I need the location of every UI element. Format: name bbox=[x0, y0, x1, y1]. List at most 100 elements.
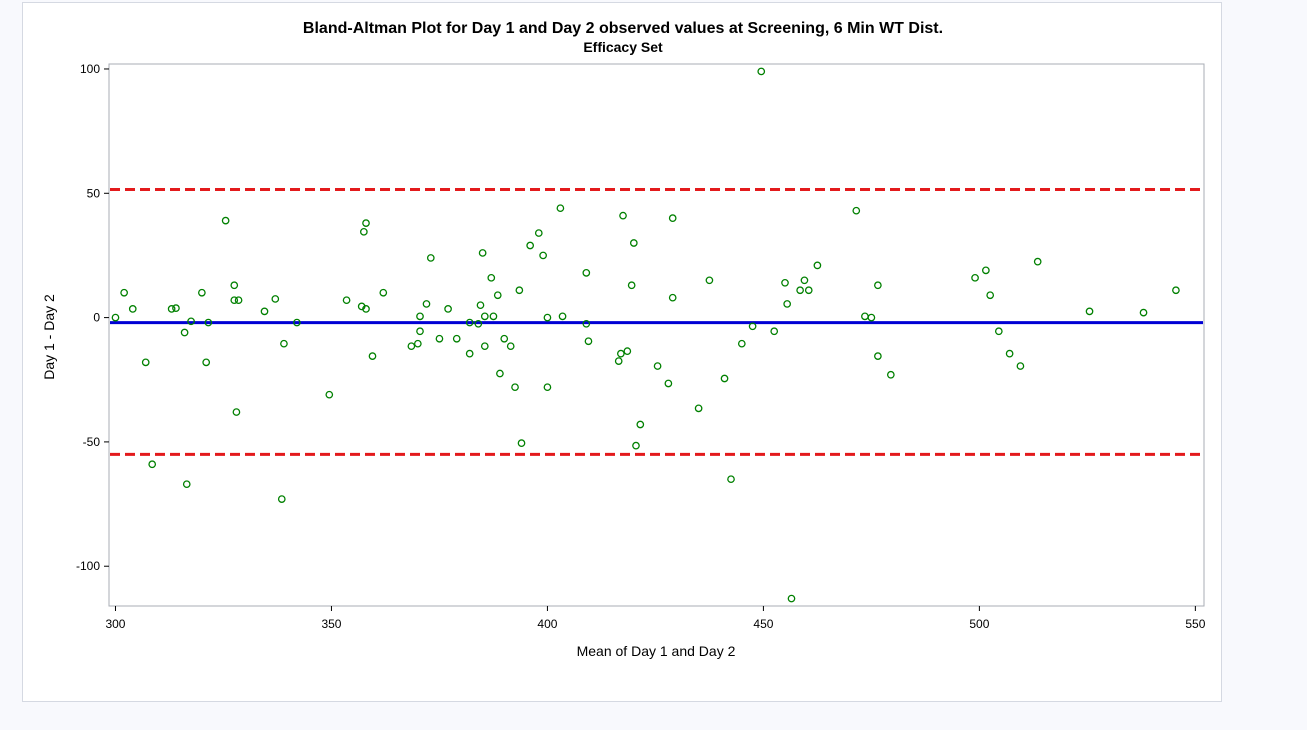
data-point bbox=[720, 374, 729, 383]
data-point bbox=[614, 357, 623, 365]
data-point bbox=[994, 327, 1003, 336]
data-point bbox=[986, 291, 995, 300]
bland-altman-chart: Bland-Altman Plot for Day 1 and Day 2 ob… bbox=[41, 20, 1206, 659]
data-point bbox=[629, 239, 638, 247]
data-point bbox=[874, 352, 882, 360]
data-point bbox=[480, 342, 489, 351]
reference-lines bbox=[110, 188, 1203, 456]
chart-frame: Bland-Altman Plot for Day 1 and Day 2 ob… bbox=[22, 2, 1222, 702]
data-point bbox=[496, 369, 504, 378]
y-tick-label: -100 bbox=[76, 559, 100, 573]
data-point bbox=[362, 219, 370, 227]
data-point bbox=[727, 475, 735, 484]
x-axis-label: Mean of Day 1 and Day 2 bbox=[577, 643, 736, 659]
data-point bbox=[271, 295, 280, 303]
data-point bbox=[737, 339, 746, 348]
data-point bbox=[584, 337, 593, 346]
data-point bbox=[221, 216, 230, 225]
data-point bbox=[182, 480, 191, 489]
chart-title: Bland-Altman Plot for Day 1 and Day 2 ob… bbox=[303, 20, 943, 37]
data-point bbox=[558, 312, 567, 321]
data-point bbox=[694, 404, 703, 413]
data-points bbox=[111, 67, 1180, 603]
data-point bbox=[360, 227, 368, 236]
data-point bbox=[128, 305, 137, 313]
data-point bbox=[796, 286, 804, 295]
plot-area bbox=[108, 63, 1205, 607]
data-point bbox=[617, 349, 625, 358]
data-point bbox=[478, 249, 487, 257]
x-tick-label: 300 bbox=[105, 617, 125, 631]
data-point bbox=[474, 319, 483, 328]
data-point bbox=[413, 339, 422, 348]
data-point bbox=[787, 594, 796, 603]
data-point bbox=[517, 439, 526, 448]
data-point bbox=[416, 327, 424, 336]
data-point bbox=[748, 322, 757, 331]
data-point bbox=[582, 319, 591, 328]
data-point bbox=[325, 390, 334, 399]
data-point bbox=[1172, 286, 1180, 295]
data-point bbox=[435, 334, 444, 343]
data-point bbox=[234, 296, 243, 305]
data-point bbox=[280, 339, 288, 348]
data-point bbox=[506, 342, 515, 351]
data-point bbox=[120, 288, 128, 297]
data-point bbox=[1085, 307, 1094, 316]
x-tick-label: 500 bbox=[969, 617, 989, 631]
data-point bbox=[1005, 349, 1014, 358]
data-point bbox=[1033, 257, 1042, 266]
data-point bbox=[781, 278, 789, 287]
data-point bbox=[757, 67, 766, 76]
data-point bbox=[465, 349, 474, 358]
data-point bbox=[260, 307, 269, 316]
data-point bbox=[627, 281, 636, 290]
data-point bbox=[813, 261, 822, 270]
data-point bbox=[489, 312, 498, 321]
x-tick-label: 350 bbox=[321, 617, 341, 631]
data-point bbox=[148, 460, 157, 469]
data-point bbox=[556, 204, 565, 213]
data-point bbox=[636, 420, 645, 429]
data-point bbox=[422, 300, 431, 308]
y-axis: 100 50 0 -50 -100 bbox=[76, 62, 109, 573]
data-point bbox=[543, 383, 552, 392]
data-point bbox=[804, 286, 813, 295]
data-point bbox=[852, 206, 861, 215]
data-point bbox=[172, 304, 180, 312]
data-point bbox=[277, 495, 286, 503]
data-point bbox=[342, 296, 351, 305]
data-point bbox=[664, 379, 673, 388]
data-point bbox=[416, 312, 424, 321]
x-tick-label: 550 bbox=[1185, 617, 1205, 631]
data-point bbox=[480, 312, 489, 321]
data-point bbox=[623, 347, 632, 356]
data-point bbox=[515, 286, 524, 295]
data-point bbox=[230, 281, 239, 290]
data-point bbox=[886, 370, 895, 379]
data-point bbox=[632, 441, 640, 450]
data-point bbox=[202, 358, 211, 367]
data-point bbox=[971, 273, 979, 282]
y-tick-label: 50 bbox=[87, 186, 101, 200]
data-point bbox=[1016, 362, 1025, 370]
data-point bbox=[800, 276, 809, 285]
data-point bbox=[511, 383, 519, 392]
data-point bbox=[362, 305, 370, 313]
y-tick-label: 0 bbox=[93, 311, 100, 325]
data-point bbox=[426, 254, 435, 262]
x-tick-label: 450 bbox=[753, 617, 773, 631]
data-point bbox=[230, 296, 239, 305]
x-tick-label: 400 bbox=[537, 617, 557, 631]
data-point bbox=[619, 211, 627, 220]
data-point bbox=[204, 318, 213, 327]
data-point bbox=[293, 318, 301, 327]
data-point bbox=[783, 300, 792, 308]
data-point bbox=[543, 313, 552, 322]
data-point bbox=[526, 241, 535, 250]
data-point bbox=[111, 313, 120, 322]
data-point bbox=[187, 317, 195, 326]
data-point bbox=[770, 327, 779, 336]
data-point bbox=[493, 291, 502, 300]
data-point bbox=[668, 214, 677, 222]
